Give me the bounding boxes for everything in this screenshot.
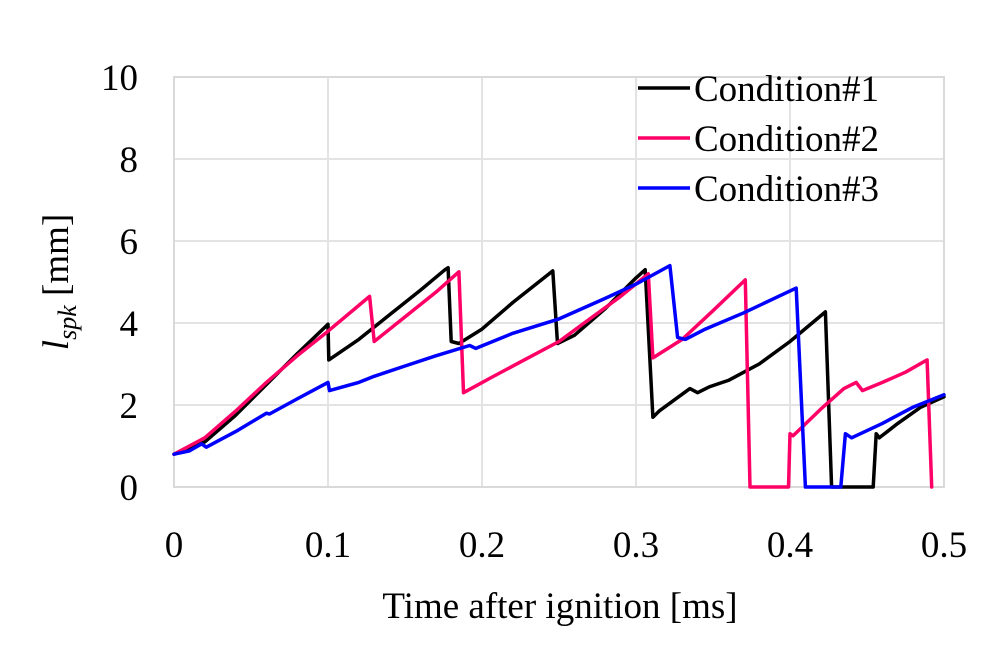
legend-label: Condition#3 [694, 169, 879, 210]
y-tick-labels: 0 2 4 6 8 10 [101, 58, 138, 509]
series-line-condition-3 [172, 263, 946, 489]
legend-label: Condition#2 [694, 119, 879, 160]
y-axis-title-symbol: l [36, 340, 77, 350]
plot-area-border [173, 76, 945, 488]
legend-label: Condition#1 [694, 69, 879, 110]
y-tick-label: 6 [120, 222, 139, 263]
y-tick-label: 10 [101, 58, 138, 99]
x-tick-label: 0.4 [767, 525, 813, 566]
x-tick-label: 0.1 [305, 525, 351, 566]
y-tick-label: 0 [120, 468, 139, 509]
y-tick-label: 4 [120, 304, 139, 345]
x-axis-title: Time after ignition [ms] [382, 586, 737, 627]
series-lines [172, 263, 946, 489]
x-tick-label: 0.5 [921, 525, 967, 566]
series-line-condition-2 [172, 270, 934, 489]
x-tick-labels: 0 0.1 0.2 0.3 0.4 0.5 [165, 525, 967, 566]
legend-item: Condition#1 [638, 69, 879, 110]
y-axis-title: lspk [mm] [36, 214, 82, 350]
y-tick-label: 2 [120, 386, 139, 427]
legend-item: Condition#3 [638, 169, 879, 210]
x-tick-label: 0.3 [613, 525, 659, 566]
series-line-condition-1 [172, 265, 946, 489]
legend: Condition#1 Condition#2 Condition#3 [638, 69, 879, 210]
x-tick-label: 0.2 [459, 525, 505, 566]
legend-item: Condition#2 [638, 119, 879, 160]
x-tick-label: 0 [165, 525, 184, 566]
y-axis-title-unit: [mm] [36, 214, 77, 305]
y-tick-label: 8 [120, 140, 139, 181]
y-axis-title-subscript: spk [53, 305, 82, 340]
